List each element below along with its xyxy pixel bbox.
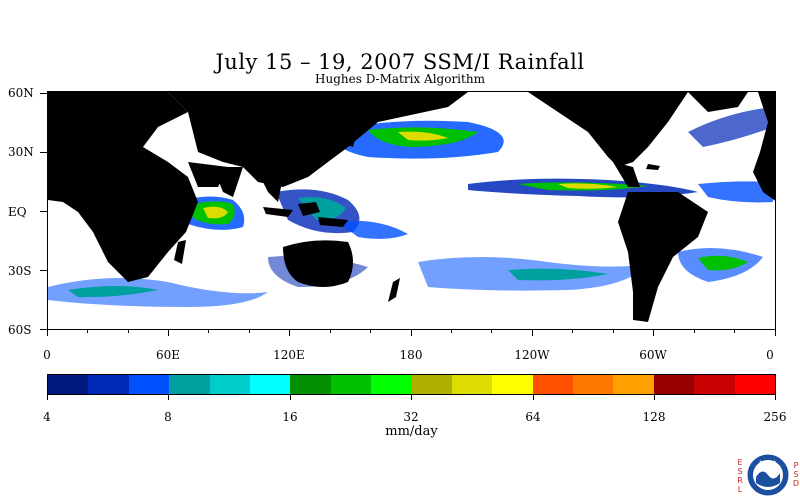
lat-tick bbox=[40, 152, 47, 153]
esrl-letters: E S R L bbox=[737, 458, 743, 494]
lat-label-30s: 30S bbox=[8, 264, 32, 278]
colorbar-swatch bbox=[451, 375, 493, 394]
lat-tick bbox=[40, 211, 47, 212]
colorbar-swatch bbox=[128, 375, 170, 394]
lon-tick bbox=[47, 330, 48, 336]
lat-label-60s: 60S bbox=[8, 323, 32, 337]
lat-label-60n: 60N bbox=[8, 86, 34, 100]
colorbar-swatch bbox=[290, 375, 331, 394]
map-subtitle: Hughes D-Matrix Algorithm bbox=[315, 72, 485, 86]
colorbar-label-128: 128 bbox=[642, 410, 666, 424]
lon-label-0-right: 0 bbox=[766, 348, 774, 362]
colorbar-swatch bbox=[330, 375, 372, 394]
lon-tick bbox=[289, 330, 290, 336]
colorbar-swatch bbox=[734, 375, 776, 394]
colorbar-label-64: 64 bbox=[525, 410, 541, 424]
colorbar-swatch bbox=[613, 375, 654, 394]
lon-minor-tick bbox=[491, 330, 492, 333]
lon-minor-tick bbox=[694, 330, 695, 333]
lon-minor-tick bbox=[613, 330, 614, 333]
colorbar-tick bbox=[290, 395, 291, 400]
lon-minor-tick bbox=[87, 330, 88, 333]
colorbar-tick bbox=[654, 395, 655, 400]
longitude-axis bbox=[47, 330, 776, 344]
lon-tick bbox=[775, 330, 776, 336]
colorbar-swatch bbox=[694, 375, 735, 394]
colorbar-tick bbox=[533, 395, 534, 400]
lat-tick bbox=[40, 270, 47, 271]
colorbar-swatch bbox=[371, 375, 412, 394]
colorbar-tick bbox=[168, 395, 169, 400]
lon-tick bbox=[168, 330, 169, 336]
noaa-logo-icon: NOAA bbox=[746, 453, 790, 497]
lon-tick bbox=[411, 330, 412, 336]
colorbar-swatch bbox=[573, 375, 614, 394]
lon-tick bbox=[653, 330, 654, 336]
colorbar-swatch bbox=[48, 375, 89, 394]
colorbar-swatch bbox=[209, 375, 250, 394]
lon-minor-tick bbox=[330, 330, 331, 333]
lon-label-60e: 60E bbox=[155, 348, 181, 362]
lat-tick bbox=[40, 93, 47, 94]
rainfall-map bbox=[47, 91, 776, 330]
lon-label-60w: 60W bbox=[639, 348, 667, 362]
lon-label-120e: 120E bbox=[273, 348, 305, 362]
colorbar-label-4: 4 bbox=[43, 410, 51, 424]
lon-label-0: 0 bbox=[43, 348, 51, 362]
lon-label-180: 180 bbox=[399, 348, 423, 362]
psd-letters: P S D bbox=[792, 461, 800, 488]
colorbar-tick bbox=[411, 395, 412, 400]
lon-minor-tick bbox=[451, 330, 452, 333]
colorbar-label-8: 8 bbox=[164, 410, 172, 424]
colorbar-swatch bbox=[249, 375, 291, 394]
lon-minor-tick bbox=[370, 330, 371, 333]
lat-label-eq: EQ bbox=[8, 205, 27, 219]
colorbar-swatch bbox=[532, 375, 574, 394]
colorbar-swatch bbox=[169, 375, 210, 394]
landmasses bbox=[48, 92, 775, 322]
lon-label-120w: 120W bbox=[514, 348, 550, 362]
colorbar-swatch bbox=[492, 375, 533, 394]
lon-minor-tick bbox=[128, 330, 129, 333]
lon-tick bbox=[532, 330, 533, 336]
colorbar-tick bbox=[47, 395, 48, 400]
lon-minor-tick bbox=[572, 330, 573, 333]
map-title: July 15 – 19, 2007 SSM/I Rainfall bbox=[215, 50, 585, 74]
colorbar-swatch bbox=[653, 375, 695, 394]
noaa-badge-text: NOAA bbox=[759, 460, 777, 467]
lat-label-30n: 30N bbox=[8, 145, 34, 159]
colorbar-label-16: 16 bbox=[282, 410, 298, 424]
lat-tick bbox=[40, 329, 47, 330]
colorbar-swatch bbox=[411, 375, 452, 394]
world-map-svg bbox=[48, 92, 775, 322]
colorbar-swatch bbox=[88, 375, 129, 394]
colorbar-label-256: 256 bbox=[763, 410, 787, 424]
rainfall-colorbar bbox=[47, 374, 776, 395]
colorbar-label-32: 32 bbox=[403, 410, 419, 424]
colorbar-tick bbox=[775, 395, 776, 400]
lon-minor-tick bbox=[734, 330, 735, 333]
lon-minor-tick bbox=[208, 330, 209, 333]
colorbar-unit: mm/day bbox=[385, 424, 438, 439]
lon-minor-tick bbox=[249, 330, 250, 333]
